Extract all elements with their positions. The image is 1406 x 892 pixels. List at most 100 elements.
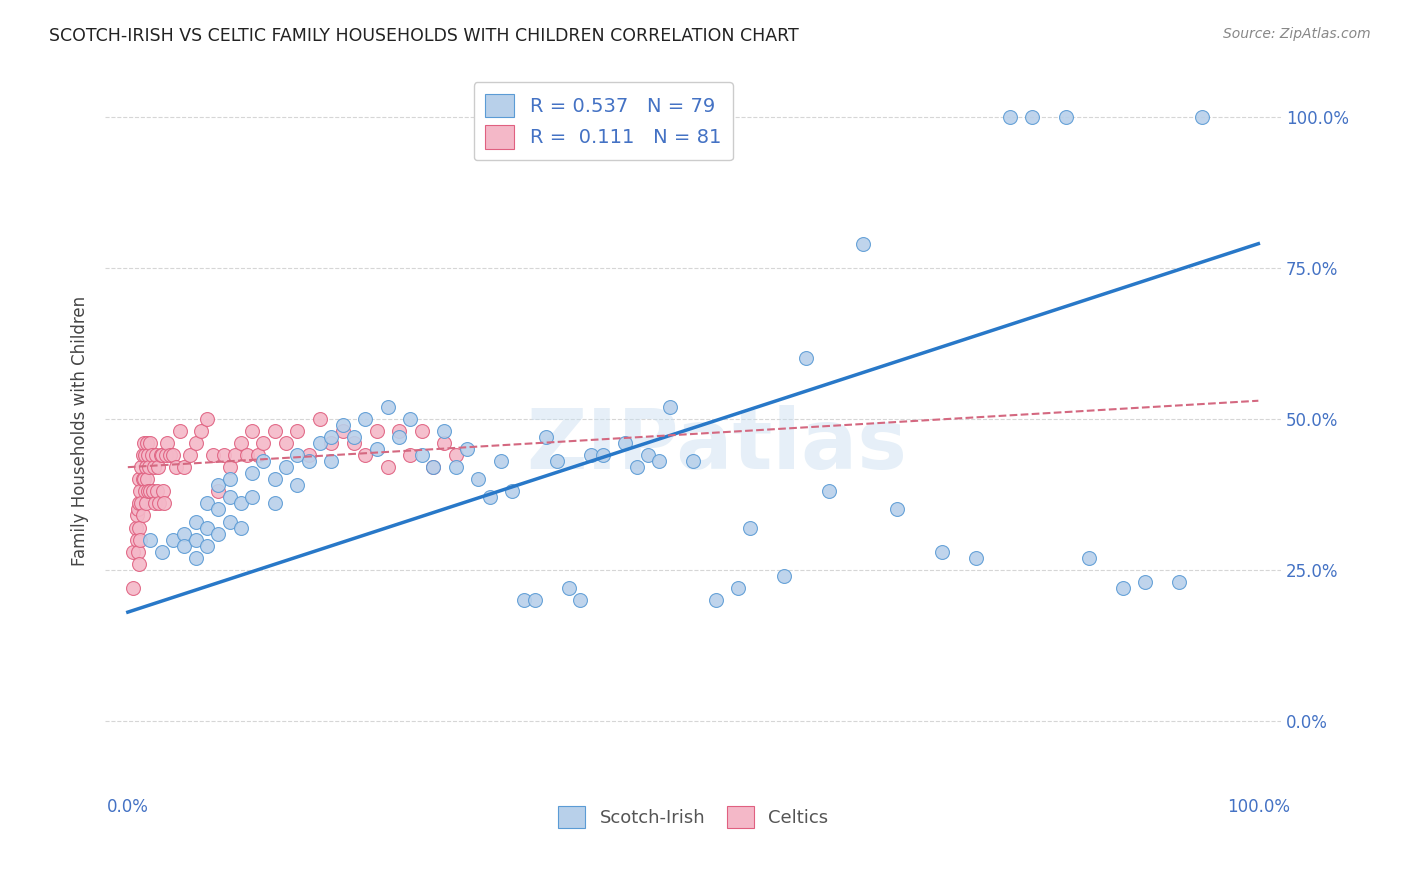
Point [173,526,195,541]
Point [274,436,297,450]
Point [1191,110,1213,124]
Point [309,412,332,426]
Point [252,436,274,450]
Point [122,545,145,559]
Point [135,460,157,475]
Point [965,550,987,565]
Point [433,424,456,438]
Point [218,472,240,486]
Point [648,454,671,468]
Point [173,460,195,475]
Point [246,448,269,462]
Point [354,412,377,426]
Point [298,448,321,462]
Point [139,436,162,450]
Point [136,448,159,462]
Point [252,454,274,468]
Point [136,484,159,499]
Point [422,460,444,475]
Point [122,581,145,595]
Point [309,436,332,450]
Point [422,460,444,475]
Point [135,496,157,510]
Point [1135,574,1157,589]
Point [142,484,165,499]
Point [534,430,557,444]
Point [127,502,149,516]
Text: Source: ZipAtlas.com: Source: ZipAtlas.com [1223,27,1371,41]
Point [129,484,152,499]
Point [998,110,1021,124]
Point [207,502,229,516]
Point [155,448,177,462]
Point [332,417,354,432]
Point [240,491,263,505]
Point [287,478,309,492]
Point [263,424,285,438]
Point [201,448,224,462]
Point [134,448,156,462]
Point [274,460,297,475]
Point [224,448,246,462]
Point [411,448,433,462]
Point [727,581,749,595]
Point [794,351,817,366]
Point [229,520,252,534]
Point [141,448,163,462]
Point [388,430,411,444]
Point [212,448,235,462]
Point [218,460,240,475]
Point [136,436,159,450]
Point [1077,550,1099,565]
Point [173,539,195,553]
Point [149,448,172,462]
Point [195,539,218,553]
Point [125,520,148,534]
Point [179,448,201,462]
Point [444,448,467,462]
Point [637,448,659,462]
Point [125,533,148,547]
Point [682,454,704,468]
Point [817,484,839,499]
Point [366,424,388,438]
Point [467,472,489,486]
Point [433,436,456,450]
Point [139,484,162,499]
Point [136,472,159,486]
Point [569,593,592,607]
Point [162,533,184,547]
Point [456,442,478,456]
Point [546,454,568,468]
Point [148,460,170,475]
Point [150,545,173,559]
Point [444,460,467,475]
Text: ZIPatlas: ZIPatlas [526,405,907,486]
Point [263,496,285,510]
Point [501,484,523,499]
Point [184,533,207,547]
Point [399,412,422,426]
Point [614,436,637,450]
Point [131,508,153,523]
Point [235,448,257,462]
Point [218,515,240,529]
Point [145,448,167,462]
Point [152,484,174,499]
Point [478,491,501,505]
Point [263,472,285,486]
Point [354,448,377,462]
Point [165,460,187,475]
Point [131,460,153,475]
Point [332,424,354,438]
Point [229,496,252,510]
Point [131,496,153,510]
Point [127,545,149,559]
Point [229,436,252,450]
Point [411,424,433,438]
Point [704,593,727,607]
Point [343,436,366,450]
Point [1054,110,1077,124]
Point [184,550,207,565]
Point [128,557,150,571]
